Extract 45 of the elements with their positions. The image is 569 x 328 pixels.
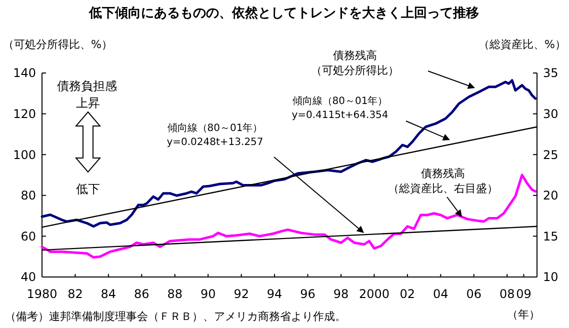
x-tick-label: 88 bbox=[167, 287, 183, 301]
y-tick-label: 60 bbox=[20, 229, 36, 244]
x-tick-label: 09 bbox=[516, 287, 532, 301]
y-tick-label: 120 bbox=[13, 107, 36, 121]
x-tick-label: 90 bbox=[200, 287, 216, 301]
y2-tick-label: 20 bbox=[543, 188, 558, 203]
annotation: 傾向線（80～01年） bbox=[167, 122, 263, 134]
x-tick-label: 04 bbox=[433, 287, 448, 301]
x-tick-label: 94 bbox=[266, 287, 282, 301]
x-tick-label: 82 bbox=[68, 287, 83, 301]
x-tick-label: 02 bbox=[400, 287, 416, 301]
chart-title: 低下傾向にあるものの、依然としてトレンドを大きく上回って推移 bbox=[88, 6, 479, 21]
y2-tick-label: 25 bbox=[543, 148, 558, 162]
annotation: 低下 bbox=[76, 182, 100, 196]
y-tick-label: 140 bbox=[13, 66, 36, 80]
annotation: 債務残高 bbox=[421, 167, 465, 180]
text: （備考）連邦準備制度理事会（ＦＲＢ）、アメリカ商務省より作成。 bbox=[5, 310, 346, 323]
y-tick-label: 80 bbox=[20, 188, 36, 203]
annotation: y=0.0248t+13.257 bbox=[166, 137, 264, 148]
y2-tick-label: 10 bbox=[543, 270, 558, 284]
x-tick-label: 96 bbox=[300, 287, 316, 301]
x-tick-label: 98 bbox=[333, 287, 349, 301]
x-tick-label: 1980 bbox=[26, 287, 58, 301]
y2-axis-title: （総資産比、%） bbox=[478, 38, 566, 51]
x-axis-title: （年） bbox=[507, 308, 540, 321]
annotation: 傾向線（80～01年） bbox=[292, 95, 388, 107]
x-tick-label: 08 bbox=[499, 287, 515, 301]
text: 債務残高 bbox=[333, 49, 377, 62]
annotation: （総資産比、右目盛） bbox=[388, 182, 498, 195]
annotation: 債務負担感 bbox=[57, 79, 117, 93]
y-axis-title: （可処分所得比、%） bbox=[3, 38, 112, 51]
y-tick-label: 40 bbox=[20, 270, 36, 284]
annotation: y=0.4115t+64.354 bbox=[292, 110, 388, 121]
line-series bbox=[40, 79, 537, 228]
x-tick-label: 2000 bbox=[358, 287, 390, 301]
x-tick-label: 06 bbox=[466, 287, 482, 301]
x-tick-label: 92 bbox=[234, 287, 249, 301]
x-tick-label: 84 bbox=[100, 287, 116, 301]
annotation: 上昇 bbox=[76, 96, 100, 110]
y2-tick-label: 15 bbox=[543, 229, 558, 244]
y2-tick-label: 30 bbox=[543, 107, 558, 121]
annotation: （可処分所得比） bbox=[311, 64, 399, 77]
y-tick-label: 100 bbox=[13, 148, 36, 162]
y2-tick-label: 35 bbox=[543, 66, 558, 80]
x-tick-label: 86 bbox=[134, 287, 150, 301]
